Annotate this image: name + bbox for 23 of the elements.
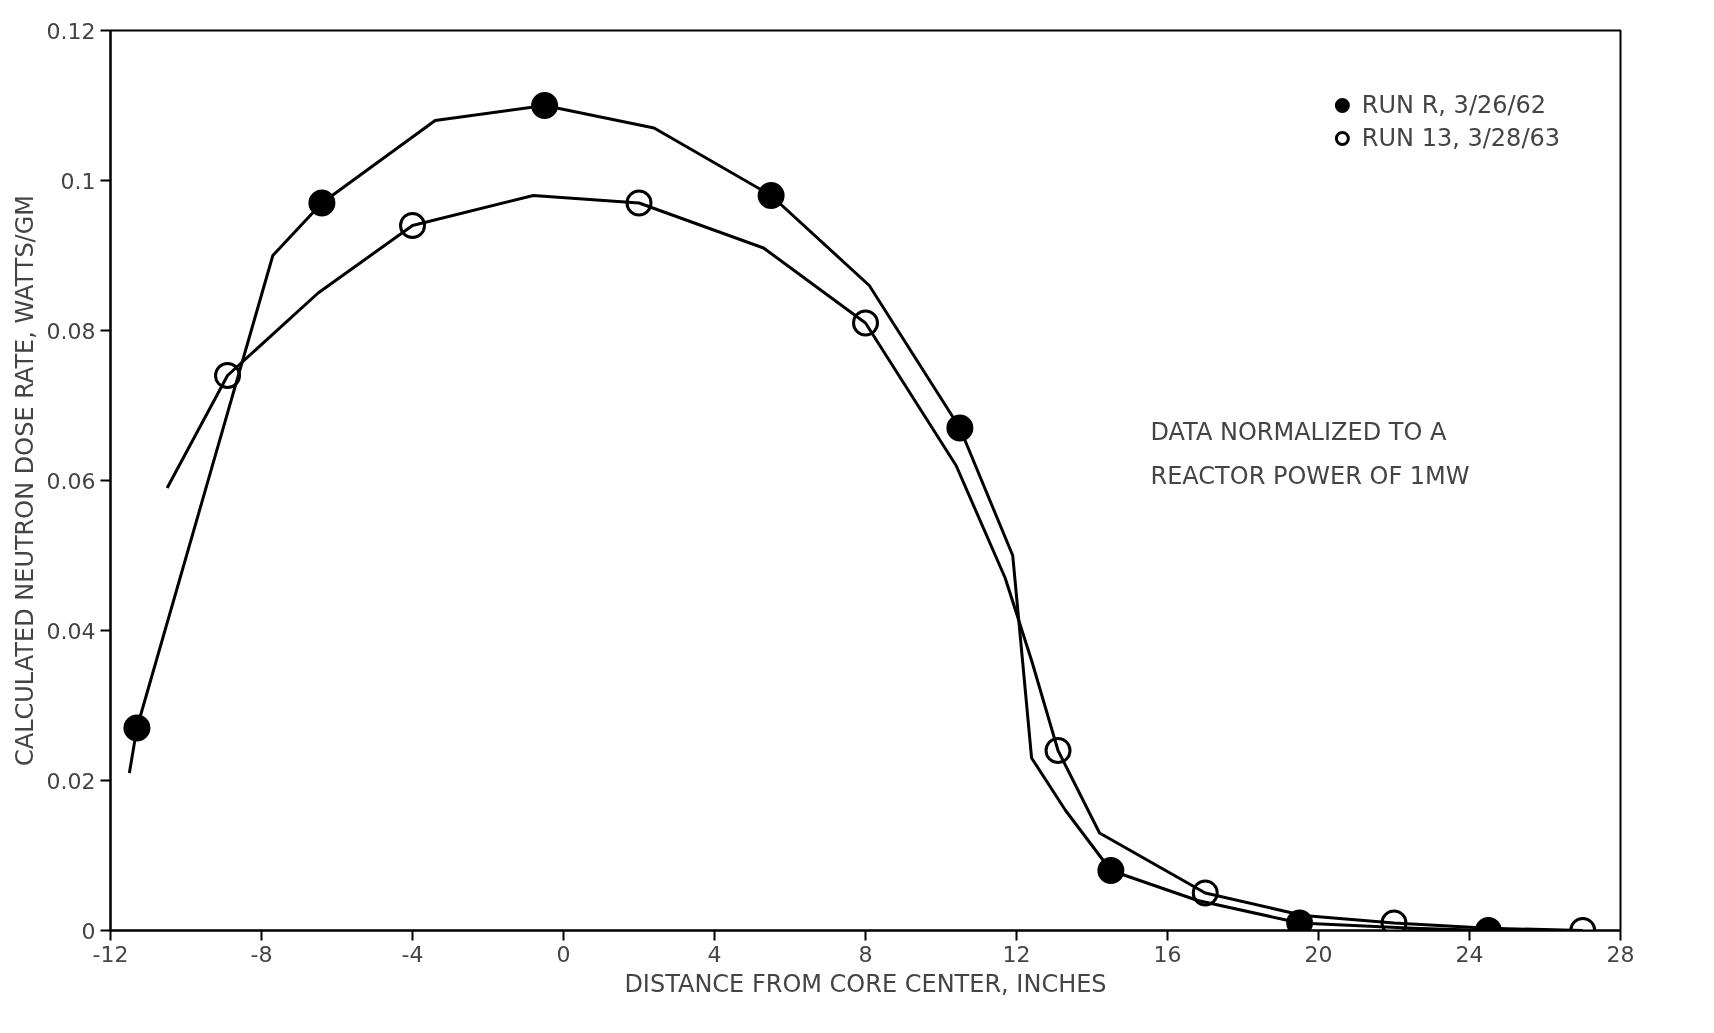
- x-tick-label: 0: [556, 941, 571, 967]
- x-tick-label: 4: [707, 941, 722, 967]
- x-tick-label: 16: [1153, 941, 1182, 967]
- legend-label: RUN 13, 3/28/63: [1361, 124, 1560, 152]
- x-tick-label: 20: [1304, 941, 1333, 967]
- y-tick-label: 0.1: [60, 168, 96, 194]
- x-tick-label: 24: [1455, 941, 1484, 967]
- y-tick-label: 0.04: [46, 618, 96, 644]
- y-axis-title: CALCULATED NEUTRON DOSE RATE, WATTS/GM: [10, 194, 39, 766]
- y-tick-label: 0.06: [46, 468, 96, 494]
- y-tick-label: 0.08: [46, 318, 96, 344]
- x-tick-label: -4: [401, 941, 424, 967]
- y-tick-label: 0.02: [46, 768, 96, 794]
- x-tick-label: 8: [858, 941, 873, 967]
- x-tick-label: 28: [1606, 941, 1635, 967]
- x-tick-label: 12: [1002, 941, 1031, 967]
- annotation: DATA NORMALIZED TO A REACTOR POWER OF 1MW: [1150, 417, 1470, 491]
- x-tick-label: -12: [92, 941, 129, 967]
- x-tick-label: -8: [250, 941, 273, 967]
- y-tick-label: 0.12: [46, 18, 96, 44]
- x-axis-title: DISTANCE FROM CORE CENTER, INCHES: [624, 969, 1107, 998]
- y-tick-label: 0: [81, 918, 96, 944]
- legend-label: RUN R, 3/26/62: [1361, 91, 1547, 119]
